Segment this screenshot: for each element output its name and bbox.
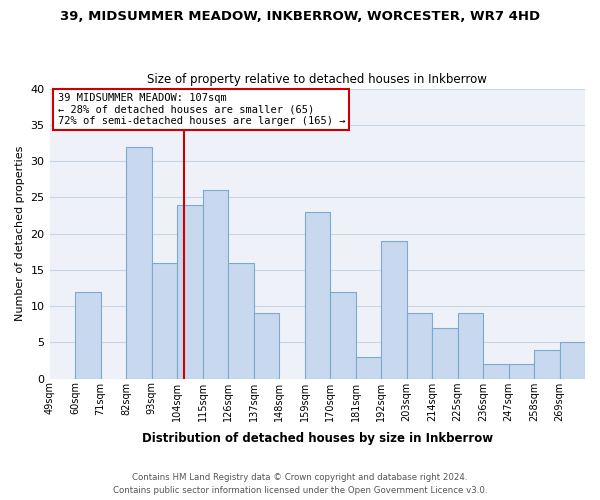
Bar [228,262,254,378]
Bar [254,314,279,378]
Bar [152,262,177,378]
Bar [432,328,458,378]
Bar [458,314,483,378]
Bar [381,241,407,378]
Bar [330,292,356,378]
Bar [483,364,509,378]
Bar [75,292,101,378]
Bar [407,314,432,378]
Bar [356,357,381,378]
Y-axis label: Number of detached properties: Number of detached properties [15,146,25,322]
Bar [534,350,560,378]
Bar [126,146,152,378]
Bar [203,190,228,378]
X-axis label: Distribution of detached houses by size in Inkberrow: Distribution of detached houses by size … [142,432,493,445]
Bar [509,364,534,378]
Bar [305,212,330,378]
Bar [560,342,585,378]
Text: Contains HM Land Registry data © Crown copyright and database right 2024.
Contai: Contains HM Land Registry data © Crown c… [113,473,487,495]
Text: 39, MIDSUMMER MEADOW, INKBERROW, WORCESTER, WR7 4HD: 39, MIDSUMMER MEADOW, INKBERROW, WORCEST… [60,10,540,23]
Text: 39 MIDSUMMER MEADOW: 107sqm
← 28% of detached houses are smaller (65)
72% of sem: 39 MIDSUMMER MEADOW: 107sqm ← 28% of det… [58,93,345,126]
Bar [177,204,203,378]
Title: Size of property relative to detached houses in Inkberrow: Size of property relative to detached ho… [148,73,487,86]
